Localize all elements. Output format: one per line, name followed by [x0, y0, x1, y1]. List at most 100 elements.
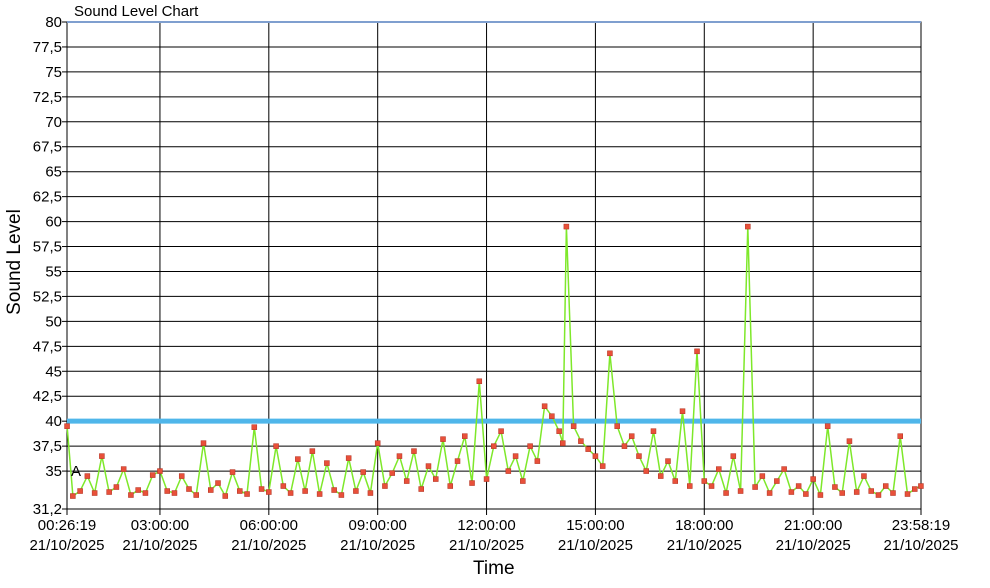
data-point-marker [432, 476, 439, 482]
data-point-marker [498, 428, 504, 434]
data-point-marker [418, 486, 424, 492]
x-tick-time-label: 00:26:19 [38, 517, 96, 534]
x-tick-time-label: 03:00:00 [131, 517, 189, 534]
data-point-marker [273, 443, 279, 449]
y-tick-label: 60 [45, 214, 62, 231]
data-point-marker [77, 488, 83, 494]
x-tick-date-label: 21/10/2025 [883, 537, 958, 554]
data-point-marker [534, 458, 541, 464]
y-tick-label: 50 [45, 313, 62, 330]
x-tick-date-label: 21/10/2025 [449, 537, 524, 554]
data-point-marker [237, 488, 243, 494]
data-point-marker [120, 466, 127, 472]
data-point-marker [708, 483, 715, 489]
data-point-marker [208, 487, 214, 493]
data-point-marker [882, 483, 889, 489]
data-point-marker [106, 489, 112, 495]
data-point-marker [665, 458, 671, 464]
data-point-marker [200, 440, 207, 446]
marker-label-a: A [71, 463, 81, 480]
data-point-marker [229, 469, 236, 475]
data-point-marker [316, 491, 323, 497]
x-tick-time-label: 21:00:00 [784, 517, 842, 534]
y-axis-label: Sound Level [4, 209, 25, 315]
data-point-marker [766, 490, 773, 496]
data-point-marker [868, 488, 874, 494]
y-tick-label: 35 [45, 463, 62, 480]
data-point-marker [425, 463, 432, 469]
data-point-marker [694, 348, 700, 355]
data-point-marker [374, 440, 381, 446]
y-tick-label: 37,5 [33, 438, 62, 455]
x-tick-time-label: 23:58:19 [892, 517, 950, 534]
data-point-marker [774, 478, 780, 484]
y-tick-label: 80 [45, 14, 62, 31]
data-point-marker [215, 480, 221, 486]
data-point-marker [875, 492, 882, 498]
data-point-marker [541, 403, 548, 409]
y-tick-label: 67,5 [33, 139, 62, 156]
data-point-marker [193, 492, 199, 498]
data-point-marker [266, 489, 272, 495]
data-point-marker [578, 438, 584, 444]
data-point-marker [861, 473, 867, 479]
grid-lines [67, 21, 921, 510]
data-point-marker [621, 443, 628, 449]
data-point-marker [803, 491, 809, 497]
y-tick-label: 70 [45, 114, 62, 131]
data-point-marker [280, 483, 287, 489]
data-point-marker [142, 490, 149, 496]
data-point-marker [476, 378, 483, 385]
data-point-marker [759, 473, 766, 479]
y-tick-label: 77,5 [33, 39, 62, 56]
data-point-marker [149, 472, 156, 478]
data-point-marker [135, 487, 141, 493]
data-point-marker [244, 491, 250, 497]
data-point-marker [411, 448, 417, 454]
y-tick-label: 65 [45, 164, 62, 181]
data-point-marker [672, 478, 679, 484]
x-axis-ticks: 00:26:19 21/10/2025 03:00:00 21/10/2025 06:0… [29, 509, 959, 554]
data-point-marker [890, 490, 896, 496]
y-tick-label: 55 [45, 263, 62, 280]
data-point-marker [113, 484, 120, 490]
y-tick-label: 72,5 [33, 89, 62, 106]
data-point-marker [505, 468, 512, 474]
data-point-marker [251, 424, 258, 430]
plot-area [66, 21, 922, 510]
data-point-marker [338, 492, 345, 498]
data-point-marker [795, 483, 802, 489]
data-point-marker [360, 469, 366, 475]
data-point-marker [483, 476, 490, 482]
data-point-marker [84, 473, 91, 479]
data-point-marker [839, 490, 845, 496]
data-point-marker [353, 488, 359, 494]
data-point-marker [462, 433, 468, 439]
data-point-marker [367, 490, 374, 496]
data-point-marker [824, 423, 831, 429]
y-axis-ticks: 80 77,5 75 72,5 70 67,5 65 62,5 60 57,5 55 52,5 50 47… [33, 14, 67, 518]
data-point-marker [527, 443, 533, 449]
data-point-marker [781, 466, 787, 472]
y-tick-label: 52,5 [33, 288, 62, 305]
data-point-marker [628, 433, 635, 439]
data-point-marker [904, 491, 911, 497]
data-point-marker [817, 492, 824, 498]
data-point-marker [556, 428, 562, 434]
data-point-marker [512, 453, 519, 459]
y-tick-label: 75 [45, 64, 62, 81]
data-point-marker [687, 483, 693, 489]
y-tick-label: 47,5 [33, 338, 62, 355]
data-point-marker [345, 455, 352, 461]
data-point-marker [403, 478, 410, 484]
data-point-marker [723, 490, 729, 496]
data-point-marker [679, 408, 686, 414]
data-point-marker [730, 453, 737, 459]
y-tick-label: 42,5 [33, 388, 62, 405]
x-tick-time-label: 15:00:00 [566, 517, 624, 534]
data-point-marker [701, 478, 708, 484]
data-point-marker [657, 473, 664, 479]
marker-layer [64, 223, 924, 499]
data-point-marker [636, 453, 642, 459]
y-tick-label: 40 [45, 413, 62, 430]
